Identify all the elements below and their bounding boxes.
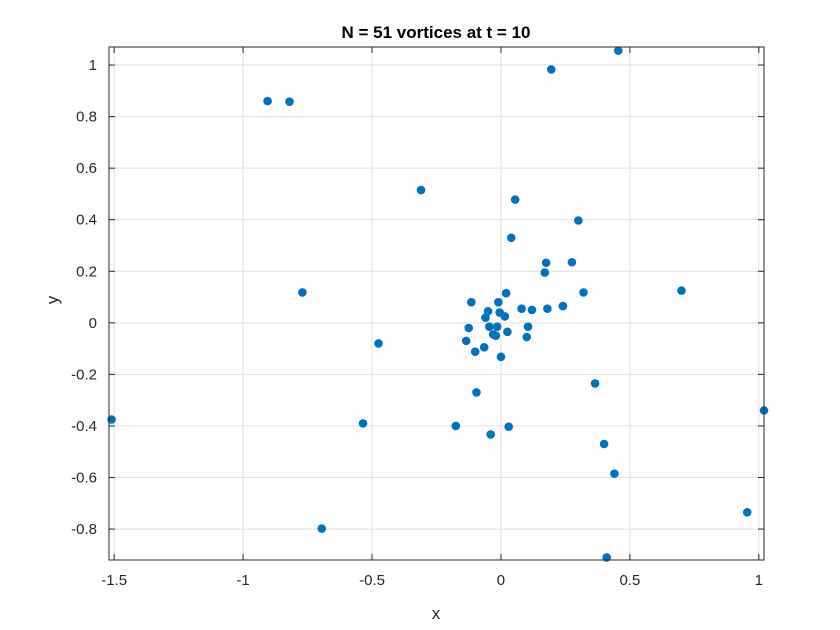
data-point <box>494 297 503 307</box>
y-tick-label: 0.4 <box>76 212 97 229</box>
data-point <box>467 297 476 307</box>
x-ticks: -1.5 -1 -0.5 0 0.5 1 <box>101 47 763 589</box>
data-point <box>374 339 383 348</box>
x-tick-label: -1.5 <box>101 572 127 589</box>
data-point <box>614 46 623 55</box>
data-point <box>358 419 368 428</box>
data-point <box>485 322 494 332</box>
data-point <box>503 327 512 337</box>
chart-title: N = 51 vortices at t = 10 <box>342 23 531 42</box>
x-grid <box>113 47 760 560</box>
data-point <box>579 288 588 297</box>
data-point <box>492 322 502 332</box>
y-tick-label: -0.8 <box>71 521 97 538</box>
data-point <box>501 288 511 298</box>
data-point <box>504 422 514 432</box>
x-axis-label: x <box>432 604 441 623</box>
data-point <box>486 430 495 439</box>
data-point <box>541 258 551 268</box>
x-tick-label: -0.5 <box>359 572 385 589</box>
y-tick-label: 0 <box>89 315 97 332</box>
y-grid <box>109 64 764 530</box>
data-point <box>317 524 327 533</box>
y-tick-label: -0.4 <box>71 418 97 435</box>
data-point <box>263 96 272 106</box>
data-point <box>510 195 520 204</box>
data-point <box>298 288 307 297</box>
data-point <box>479 343 489 352</box>
y-tick-label: 0.6 <box>76 160 97 177</box>
y-ticks: -0.8 -0.6 -0.4 -0.2 0 0.2 0.4 0.6 0.8 1 <box>71 57 764 538</box>
data-point <box>546 65 556 74</box>
data-point <box>677 286 686 295</box>
y-tick-label: -0.2 <box>71 366 97 383</box>
y-axis-label: y <box>43 295 62 304</box>
data-point <box>500 312 510 321</box>
data-point <box>522 332 532 342</box>
data-point <box>610 469 619 478</box>
x-tick-label: 0.5 <box>619 572 640 589</box>
data-point <box>464 323 474 333</box>
x-tick-label: 0 <box>497 572 505 589</box>
data-point <box>481 313 490 322</box>
data-point <box>506 233 516 243</box>
data-point <box>567 257 577 267</box>
data-point <box>558 301 568 311</box>
data-point <box>285 97 294 106</box>
data-point <box>496 352 506 362</box>
data-point <box>470 347 480 357</box>
data-point <box>461 336 471 346</box>
data-point <box>416 185 426 195</box>
data-point <box>517 304 526 313</box>
data-point <box>523 322 533 332</box>
data-point <box>483 306 493 316</box>
x-tick-label: 1 <box>755 572 763 589</box>
data-point <box>742 508 752 517</box>
y-tick-label: 1 <box>89 57 97 74</box>
plot-frame <box>108 46 765 561</box>
data-point <box>472 388 481 397</box>
data-point <box>451 421 461 431</box>
data-point <box>527 305 537 315</box>
x-tick-label: -1 <box>236 572 249 589</box>
y-tick-label: 0.2 <box>76 263 97 280</box>
data-point <box>574 216 583 225</box>
data-point <box>540 268 550 277</box>
plot-area <box>109 47 764 560</box>
data-point <box>491 331 501 341</box>
y-tick-label: 0.8 <box>76 109 97 126</box>
data-points <box>107 46 769 562</box>
data-point <box>543 304 552 313</box>
data-point <box>599 439 609 449</box>
y-tick-label: -0.6 <box>71 470 97 487</box>
data-point <box>590 379 600 388</box>
